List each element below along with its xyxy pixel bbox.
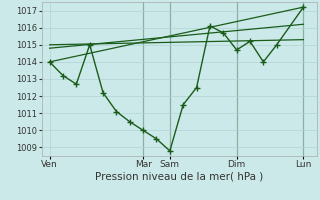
X-axis label: Pression niveau de la mer( hPa ): Pression niveau de la mer( hPa ) [95,172,263,182]
